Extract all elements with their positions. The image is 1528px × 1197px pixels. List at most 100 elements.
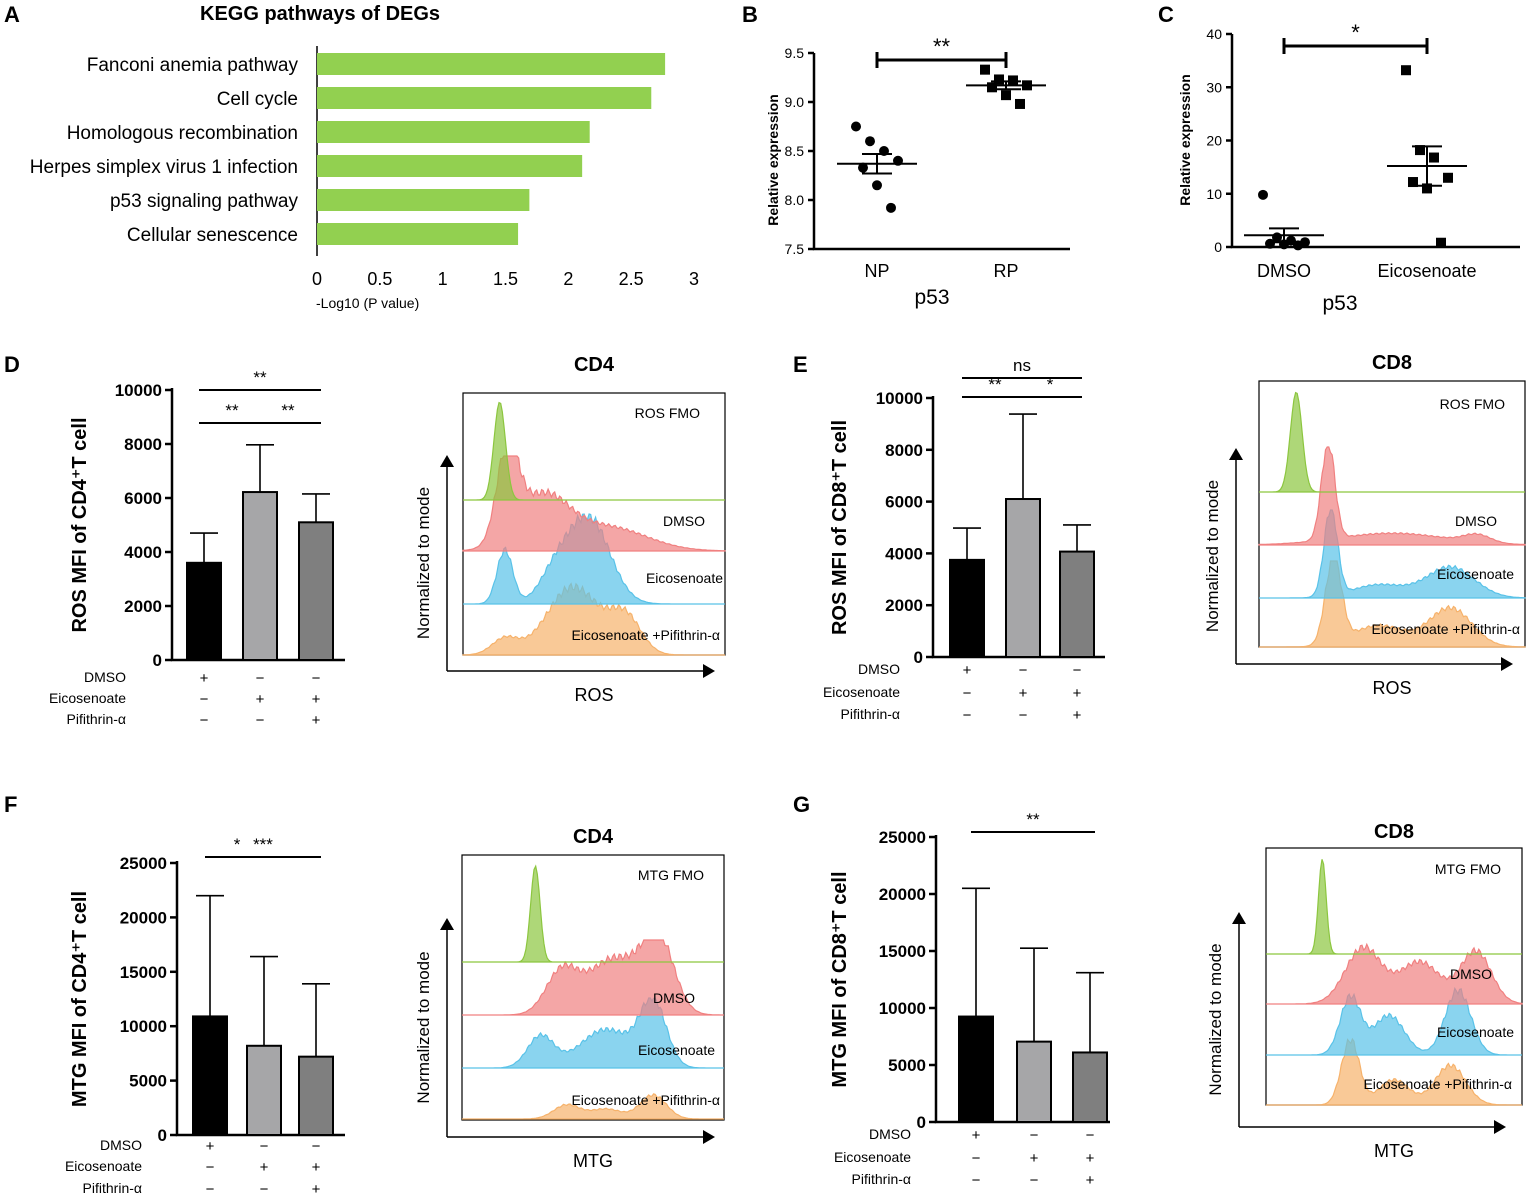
d-y-tick-5: 10000 (115, 381, 162, 400)
hist-3-title: CD8 (1374, 821, 1414, 843)
d-y-tick-4: 8000 (124, 435, 162, 454)
g-y-tick-3: 15000 (879, 942, 926, 961)
hist-2-y-label: Normalized to mode (414, 951, 433, 1103)
d-condition-0: DMSO (84, 669, 126, 685)
kegg-bar-2 (317, 121, 590, 143)
e-y-tick-0: 0 (914, 648, 923, 667)
hist-0-track-label-2: Eicosenoate (646, 570, 723, 586)
f-bar-2 (298, 1055, 334, 1136)
panel-label-f: F (4, 792, 17, 817)
e-sign-0-1: − (1019, 662, 1028, 679)
e-sig-label-2: ns (1013, 356, 1031, 375)
panel-c: C 0 10 20 30 40 Relative expression * DMSO Ei… (1158, 2, 1520, 315)
hist-3-x-label: MTG (1374, 1141, 1414, 1161)
b-y-tick-2: 8.5 (785, 143, 805, 159)
b-point-NP-0 (851, 121, 861, 132)
f-sign-2-1: − (260, 1181, 269, 1197)
panel-label-a: A (4, 2, 20, 27)
kegg-x-tick-1: 0.5 (367, 269, 392, 289)
panel-g: G 0 5000 10000 15000 20000 25000 MTG MFI of CD… (793, 792, 1523, 1189)
e-y-tick-1: 2000 (885, 596, 923, 615)
panel-label-g: G (793, 792, 810, 817)
f-condition-2: Pifithrin-α (83, 1180, 142, 1196)
d-condition-1: Eicosenoate (49, 690, 126, 706)
e-sign-1-1: + (1019, 685, 1028, 702)
b-data-points: ** (837, 34, 1046, 213)
g-sign-2-0: − (972, 1172, 981, 1189)
c-point-Eicosenoate-1 (1415, 145, 1425, 156)
hist-2-track-label-2: Eicosenoate (638, 1042, 715, 1058)
c-y-tick-3: 30 (1206, 79, 1222, 95)
c-y-tick-1: 10 (1206, 186, 1222, 202)
hist-0-y-arrowhead (440, 455, 454, 467)
panel-label-b: B (742, 2, 758, 27)
kegg-x-tick-6: 3 (689, 269, 699, 289)
e-bar-2 (1059, 550, 1095, 658)
f-sign-1-2: + (312, 1159, 321, 1176)
f-sign-0-2: − (312, 1138, 321, 1155)
f-sign-2-0: − (206, 1181, 215, 1197)
kegg-x-tick-0: 0 (312, 269, 322, 289)
b-category-0: NP (864, 261, 889, 281)
hist-3-track-label-3: Eicosenoate +Pifithrin-α (1363, 1076, 1512, 1092)
kegg-x-tick-3: 1.5 (493, 269, 518, 289)
hist-0-y-label: Normalized to mode (414, 487, 433, 639)
hist-1-track-label-2: Eicosenoate (1437, 566, 1514, 582)
e-histogram: CD8 Normalized to mode ROS ROS FMO DMSO Eicos… (1203, 352, 1526, 698)
hist-3-x-arrowhead (1494, 1120, 1506, 1134)
c-point-Eicosenoate-5 (1422, 183, 1432, 194)
g-sig-label-0: ** (1026, 810, 1040, 829)
kegg-bar-0 (317, 53, 666, 75)
g-sign-0-1: − (1030, 1127, 1039, 1144)
e-sign-1-2: + (1073, 685, 1082, 702)
f-histogram: CD4 Normalized to mode MTG MTG FMO DMSO Eicos… (414, 826, 725, 1171)
kegg-x-label: -Log10 (P value) (316, 295, 419, 311)
c-y-label: Relative expression (1177, 74, 1193, 206)
kegg-category-4: p53 signaling pathway (110, 191, 299, 212)
hist-1-track-1 (1258, 446, 1526, 546)
b-point-RP-1 (994, 74, 1004, 85)
b-point-NP-1 (865, 136, 875, 147)
b-point-NP-5 (872, 180, 882, 191)
d-y-tick-0: 0 (153, 651, 162, 670)
d-bar-2 (298, 521, 334, 661)
f-sign-1-0: − (206, 1159, 215, 1176)
panel-b: B 7.5 8.0 8.5 9.0 9.5 Relative expression **… (742, 2, 1070, 309)
hist-1-track-label-3: Eicosenoate +Pifithrin-α (1371, 621, 1520, 637)
g-y-tick-5: 25000 (879, 828, 926, 847)
g-sign-2-1: − (1030, 1172, 1039, 1189)
f-condition-0: DMSO (100, 1137, 142, 1153)
e-y-label: ROS MFI of CD8⁺T cell (829, 420, 851, 635)
hist-0-x-label: ROS (574, 685, 613, 705)
f-sign-2-2: + (312, 1181, 321, 1197)
hist-1-title: CD8 (1372, 352, 1412, 374)
f-y-label: MTG MFI of CD4⁺T cell (69, 891, 91, 1107)
e-sig-label-1: * (1047, 375, 1054, 394)
d-sign-0-1: − (256, 670, 265, 687)
b-point-RP-0 (980, 64, 990, 75)
panel-a: A KEGG pathways of DEGs Fanconi anemia p… (4, 2, 699, 311)
c-axes (1230, 34, 1520, 249)
g-sign-1-0: − (972, 1150, 981, 1167)
e-bar-chart: 0 2000 4000 6000 8000 10000 ROS MFI of CD8⁺T c… (823, 356, 1105, 724)
e-sign-2-1: − (1019, 707, 1028, 724)
hist-0-x-arrowhead (703, 664, 715, 678)
b-y-tick-0: 7.5 (785, 241, 805, 257)
kegg-bar-3 (317, 155, 583, 177)
d-y-tick-1: 2000 (124, 597, 162, 616)
c-y-ticks: 0 10 20 30 40 (1206, 26, 1232, 255)
b-y-ticks: 7.5 8.0 8.5 9.0 9.5 (785, 45, 814, 257)
g-condition-1: Eicosenoate (834, 1149, 911, 1165)
hist-1-track-label-1: DMSO (1455, 513, 1497, 529)
c-point-Eicosenoate-6 (1436, 237, 1446, 248)
b-y-tick-3: 9.0 (785, 94, 805, 110)
kegg-x-ticks: 0 0.5 1 1.5 2 2.5 3 (312, 269, 699, 289)
g-sign-1-1: + (1030, 1150, 1039, 1167)
kegg-category-3: Herpes simplex virus 1 infection (30, 157, 298, 178)
panel-label-c: C (1158, 2, 1174, 27)
e-y-tick-5: 10000 (876, 389, 923, 408)
hist-2-x-arrowhead (703, 1130, 715, 1144)
hist-3-track-label-0: MTG FMO (1435, 861, 1501, 877)
b-y-tick-1: 8.0 (785, 192, 805, 208)
f-sig-label-0: * (234, 835, 241, 854)
